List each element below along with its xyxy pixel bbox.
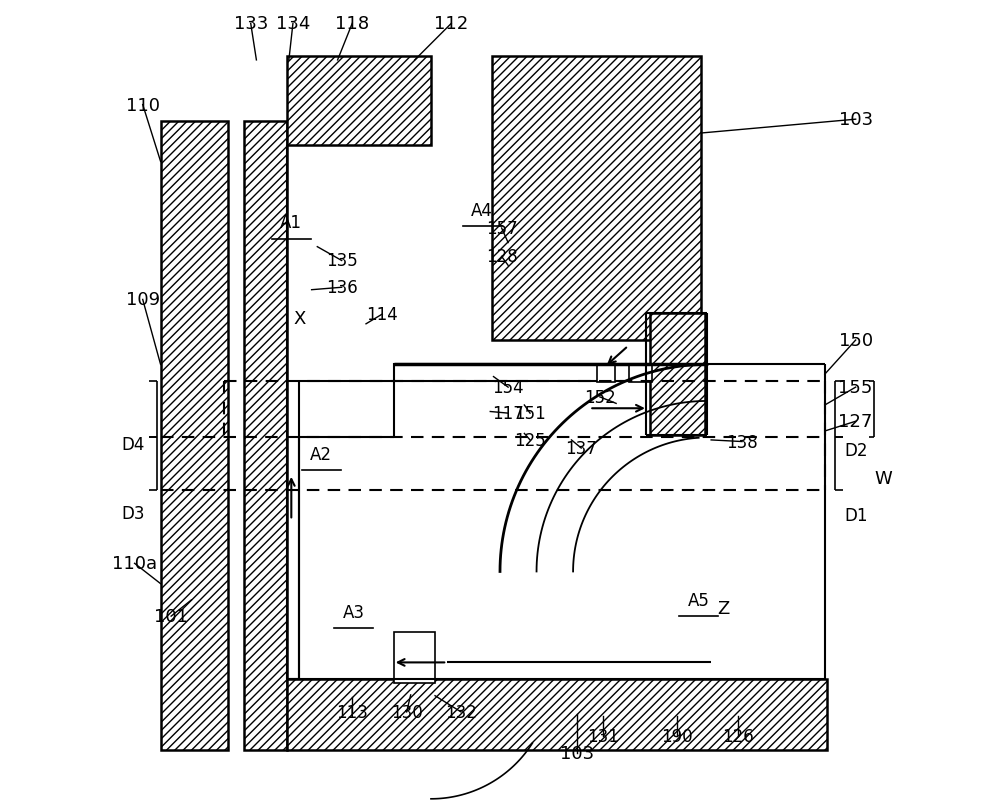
Text: Z: Z: [717, 599, 729, 617]
Text: 134: 134: [276, 15, 310, 33]
Text: 117: 117: [492, 405, 524, 423]
Bar: [492, 57, 701, 341]
Text: 110a: 110a: [112, 555, 157, 573]
Bar: [161, 122, 228, 750]
Text: X: X: [293, 310, 306, 328]
Text: 110: 110: [126, 97, 160, 114]
Text: 137: 137: [565, 440, 597, 457]
Text: D1: D1: [844, 506, 867, 524]
Bar: [394, 365, 650, 381]
Bar: [287, 679, 827, 750]
Text: 127: 127: [838, 413, 873, 431]
Text: 157: 157: [486, 220, 517, 238]
Text: 136: 136: [326, 279, 358, 297]
Text: 128: 128: [486, 248, 517, 266]
Text: 154: 154: [492, 379, 524, 397]
Text: 133: 133: [234, 15, 268, 33]
Text: 130: 130: [391, 703, 422, 721]
Bar: [394, 633, 435, 683]
Text: 126: 126: [722, 727, 754, 745]
Bar: [244, 122, 287, 750]
Text: 131: 131: [587, 727, 619, 745]
Text: 109: 109: [126, 291, 160, 309]
Text: 155: 155: [838, 379, 873, 397]
Bar: [403, 637, 427, 679]
Text: 114: 114: [366, 306, 398, 324]
Text: 150: 150: [839, 332, 873, 350]
Text: 113: 113: [336, 703, 368, 721]
Text: A4: A4: [471, 202, 493, 220]
Bar: [629, 365, 652, 383]
Text: A1: A1: [280, 214, 302, 232]
Text: 103: 103: [839, 111, 873, 129]
Bar: [287, 57, 431, 146]
Text: D4: D4: [121, 436, 145, 453]
Text: A3: A3: [343, 603, 365, 621]
Bar: [597, 365, 615, 383]
Text: 135: 135: [326, 252, 358, 270]
Text: 125: 125: [514, 431, 546, 449]
Text: W: W: [874, 470, 892, 487]
Text: 112: 112: [434, 15, 468, 33]
Text: 138: 138: [726, 433, 758, 451]
Text: 190: 190: [661, 727, 693, 745]
Text: A5: A5: [688, 591, 710, 609]
Text: D3: D3: [121, 504, 145, 522]
Text: 132: 132: [445, 703, 477, 721]
Text: 152: 152: [584, 388, 616, 406]
Text: D2: D2: [844, 441, 867, 459]
Text: A2: A2: [310, 445, 332, 463]
Bar: [650, 314, 705, 436]
Text: 118: 118: [335, 15, 369, 33]
Text: 151: 151: [514, 405, 546, 423]
Text: 103: 103: [560, 744, 594, 762]
Text: 101: 101: [154, 607, 188, 625]
